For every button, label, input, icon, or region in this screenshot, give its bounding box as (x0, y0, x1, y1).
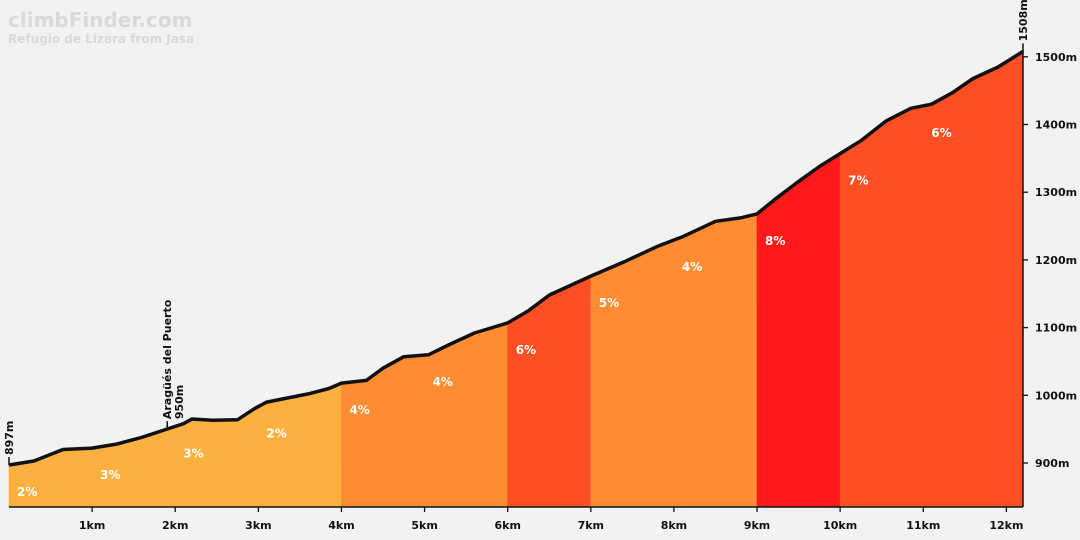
gradient-label: 7% (848, 174, 868, 188)
y-tick-label: 1500m (1035, 51, 1077, 64)
y-tick-label: 1100m (1035, 322, 1077, 335)
gradient-segment-fill (673, 213, 758, 508)
x-tick-label: 3km (245, 519, 271, 532)
x-axis-ticks: 1km 2km 3km 4km 5km 6km 7km 8km 9km 10km 11km 12km (79, 507, 1023, 532)
x-tick-label: 1km (79, 519, 105, 532)
x-tick-label: 10km (823, 519, 857, 532)
x-tick-label: 11km (906, 519, 940, 532)
brand-logo: climbFinder.com (8, 8, 193, 32)
waypoint-name-label: Aragüés del Puerto (161, 299, 174, 419)
x-tick-label: 6km (494, 519, 520, 532)
start-elevation-label: 897m (3, 421, 16, 455)
y-tick-label: 900m (1035, 457, 1069, 470)
y-axis-ticks: 900m 1000m 1100m 1200m 1300m 1400m 1500m (1023, 51, 1077, 470)
elevation-profile-line (8, 49, 1024, 467)
gradient-segment-fill (922, 50, 1024, 508)
gradient-label: 8% (765, 234, 785, 248)
x-tick-label: 7km (578, 519, 604, 532)
gradient-segment-fill (507, 275, 592, 508)
gradient-label: 4% (682, 260, 702, 274)
profile-markers: 897m 1508m Aragüés del Puerto 950m (3, 0, 1030, 466)
gradient-segment-fill (341, 354, 425, 508)
end-elevation-label: 1508m (1017, 0, 1030, 41)
gradient-label: 4% (433, 375, 453, 389)
gradient-label: 2% (266, 427, 286, 441)
gradient-label: 4% (349, 403, 369, 417)
gradient-segment-fill (590, 239, 675, 508)
gradient-label: 3% (100, 468, 120, 482)
gradient-segment-fill (839, 105, 924, 508)
y-tick-label: 1000m (1035, 389, 1077, 402)
x-tick-label: 5km (411, 519, 437, 532)
climb-title: Refugio de Lizara from Jasa (8, 32, 195, 46)
gradient-segments (8, 50, 1024, 508)
gradient-label: 5% (599, 296, 619, 310)
gradient-segment-fill (756, 153, 841, 508)
x-tick-label: 2km (162, 519, 188, 532)
x-tick-label: 9km (744, 519, 770, 532)
x-tick-label: 12km (989, 519, 1023, 532)
x-tick-label: 8km (661, 519, 687, 532)
y-tick-label: 1400m (1035, 119, 1077, 132)
gradient-label: 6% (516, 343, 536, 357)
gradient-label: 3% (183, 446, 203, 460)
waypoint-elevation-label: 950m (173, 385, 186, 419)
y-tick-label: 1200m (1035, 254, 1077, 267)
gradient-label: 6% (931, 126, 951, 140)
gradient-labels: 2% 3% 3% 2% 4% 4% 6% 5% 4% 8% 7% 6% (17, 126, 952, 499)
gradient-label: 2% (17, 485, 37, 499)
y-tick-label: 1300m (1035, 186, 1077, 199)
x-tick-label: 4km (328, 519, 354, 532)
